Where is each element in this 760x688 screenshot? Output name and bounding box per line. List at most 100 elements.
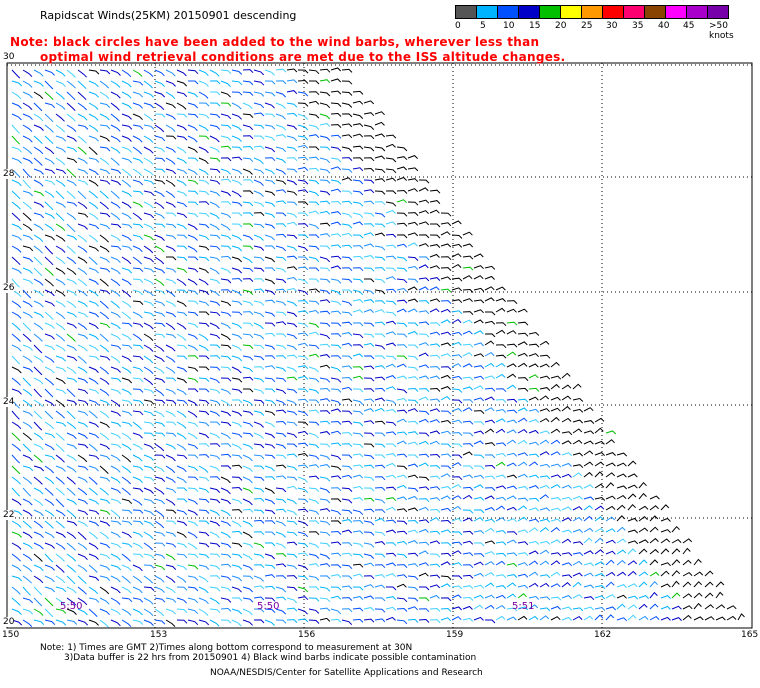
wind-barb bbox=[264, 256, 276, 263]
wind-barb bbox=[451, 220, 462, 225]
wind-barb bbox=[231, 464, 243, 469]
wind-barb bbox=[220, 432, 231, 440]
wind-barb bbox=[286, 79, 298, 84]
wind-barb bbox=[99, 289, 111, 295]
wind-barb bbox=[440, 617, 452, 622]
wind-barb bbox=[418, 264, 429, 269]
wind-barb bbox=[88, 179, 99, 187]
wind-barb bbox=[209, 509, 220, 516]
wind-barb bbox=[220, 388, 231, 395]
wind-barb bbox=[165, 509, 177, 514]
wind-barb bbox=[220, 255, 232, 260]
wind-barb bbox=[418, 375, 430, 380]
wind-barb bbox=[88, 267, 99, 274]
wind-barb bbox=[77, 322, 88, 331]
wind-barb bbox=[517, 332, 529, 337]
wind-barb bbox=[88, 531, 99, 540]
wind-barb bbox=[22, 421, 33, 429]
wind-barb bbox=[385, 506, 396, 511]
wind-barb bbox=[308, 597, 320, 602]
wind-barb bbox=[462, 376, 474, 381]
wind-barb bbox=[484, 454, 496, 459]
wind-barb bbox=[154, 410, 165, 418]
wind-barb bbox=[386, 586, 397, 591]
wind-barb bbox=[528, 374, 539, 379]
wind-barb bbox=[539, 560, 550, 566]
wind-barb bbox=[176, 443, 187, 451]
wind-barb bbox=[561, 506, 572, 511]
wind-barb bbox=[132, 300, 144, 305]
wind-barb bbox=[55, 355, 66, 362]
wind-barb bbox=[297, 113, 308, 120]
wind-barb bbox=[187, 520, 199, 527]
wind-barb bbox=[231, 421, 243, 428]
wind-barb bbox=[66, 322, 77, 329]
wind-barb bbox=[352, 322, 364, 327]
wind-barb bbox=[198, 399, 210, 405]
wind-barb bbox=[198, 509, 210, 514]
wind-barb bbox=[209, 278, 221, 284]
wind-barb bbox=[308, 575, 320, 581]
wind-barb bbox=[176, 91, 188, 98]
wind-barb bbox=[22, 454, 33, 462]
wind-barb bbox=[66, 465, 77, 473]
wind-barb bbox=[99, 432, 110, 441]
wind-barb bbox=[198, 102, 210, 107]
wind-barb bbox=[44, 531, 55, 539]
wind-barb bbox=[187, 465, 199, 472]
wind-barb bbox=[132, 454, 143, 462]
wind-barb bbox=[297, 608, 308, 615]
wind-barb bbox=[198, 300, 210, 307]
wind-barb bbox=[11, 344, 22, 352]
wind-barb bbox=[209, 190, 221, 197]
wind-barb bbox=[682, 614, 692, 621]
wind-barb bbox=[154, 366, 165, 374]
wind-barb bbox=[220, 421, 232, 427]
wind-barb bbox=[55, 223, 66, 232]
wind-barb bbox=[33, 113, 44, 122]
wind-barb bbox=[110, 553, 121, 561]
wind-barb bbox=[242, 421, 254, 428]
wind-barb bbox=[132, 553, 144, 558]
wind-barb bbox=[66, 531, 77, 540]
wind-barb bbox=[44, 333, 55, 340]
wind-barb bbox=[385, 596, 397, 601]
wind-barb bbox=[231, 530, 243, 535]
wind-barb bbox=[440, 276, 452, 281]
wind-barb bbox=[352, 464, 364, 469]
pass-time: 5:50 bbox=[257, 601, 280, 612]
wind-barb bbox=[99, 476, 111, 482]
wind-barb bbox=[275, 420, 287, 425]
wind-barb bbox=[506, 363, 517, 368]
wind-barb bbox=[473, 365, 485, 370]
wind-barb bbox=[253, 542, 265, 549]
wind-barb bbox=[33, 608, 44, 616]
wind-barb bbox=[319, 102, 331, 109]
wind-barb bbox=[110, 377, 122, 383]
wind-barb bbox=[308, 498, 320, 505]
wind-barb bbox=[638, 505, 649, 511]
wind-barb bbox=[121, 509, 133, 514]
wind-barb bbox=[99, 509, 111, 515]
wind-barb bbox=[572, 428, 583, 434]
wind-barb bbox=[396, 607, 408, 612]
wind-barb bbox=[165, 432, 177, 437]
wind-barb bbox=[385, 616, 396, 621]
wind-barb bbox=[264, 564, 276, 569]
wind-barb bbox=[132, 542, 143, 549]
wind-barb bbox=[132, 608, 143, 616]
wind-barb bbox=[11, 212, 21, 222]
wind-barb bbox=[363, 562, 375, 567]
wind-barb bbox=[88, 586, 99, 595]
wind-barb bbox=[110, 157, 120, 166]
wind-barb bbox=[176, 553, 188, 559]
wind-barb bbox=[88, 553, 99, 560]
wind-barb bbox=[352, 267, 364, 272]
wind-barb bbox=[209, 300, 221, 306]
wind-barb bbox=[319, 508, 331, 513]
wind-barb bbox=[66, 223, 76, 233]
wind-barb bbox=[594, 585, 606, 589]
wind-barb bbox=[77, 366, 88, 374]
wind-barb bbox=[396, 597, 408, 603]
wind-barb bbox=[176, 355, 188, 360]
